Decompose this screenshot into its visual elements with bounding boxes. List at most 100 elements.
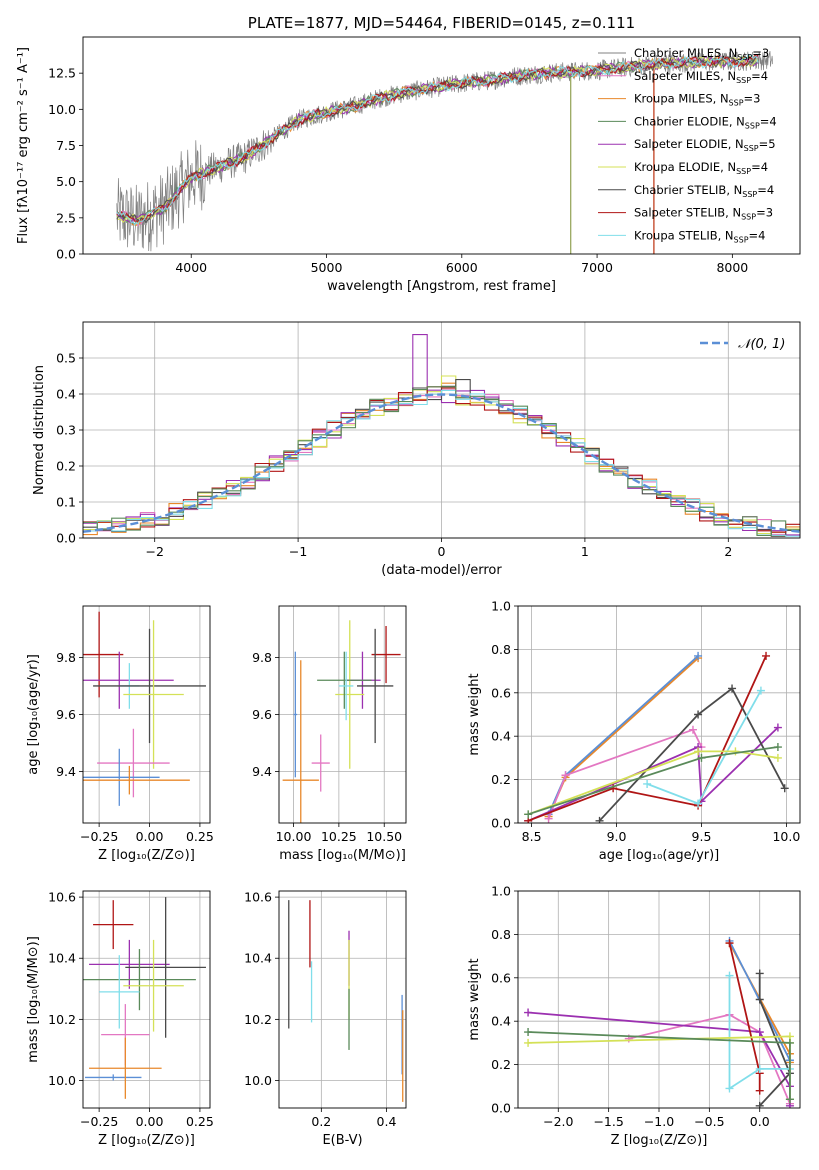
y-tick-label: 9.8 xyxy=(56,650,76,665)
histograms xyxy=(83,334,800,537)
x-tick-label: 0 xyxy=(438,544,446,559)
weight-point xyxy=(524,1008,533,1017)
y-tick-label: 0.8 xyxy=(491,642,511,657)
x-axis-label: Z [log₁₀(Z/Z⊙)] xyxy=(98,1133,195,1148)
x-tick-label: −1.0 xyxy=(644,1114,674,1129)
x-axis-label: age [log₁₀(age/yr)] xyxy=(599,848,720,863)
y-tick-label: 0.2 xyxy=(491,772,511,787)
x-tick-label: −0.5 xyxy=(694,1114,724,1129)
x-tick-label: 9.5 xyxy=(692,829,712,844)
x-tick-label: −2.0 xyxy=(543,1114,573,1129)
y-tick-label: 1.0 xyxy=(491,884,511,899)
mass_vs_ebv-frame xyxy=(278,890,407,1109)
weight-point xyxy=(694,747,703,756)
weight-point xyxy=(773,753,782,762)
y-axis-label: age [log₁₀(age/yr)] xyxy=(26,654,41,775)
y-tick-label: 0.0 xyxy=(491,816,511,831)
model-fit-line xyxy=(116,54,759,226)
y-tick-label: 10.0 xyxy=(48,102,76,117)
legend-label: Salpeter ELODIE, NSSP=5 xyxy=(634,137,776,153)
x-tick-label: 10.00 xyxy=(276,829,312,844)
y-tick-label: 0.6 xyxy=(491,685,511,700)
mass_weight_vs_Z-lines xyxy=(524,936,794,1108)
residuals-legend: 𝒩(0, 1) xyxy=(700,337,785,352)
weight-point xyxy=(524,810,533,819)
weight-point xyxy=(785,1095,794,1104)
gaussian-curve xyxy=(83,393,800,533)
legend-label: 𝒩(0, 1) xyxy=(738,337,785,352)
age_vs_Z-errorbars xyxy=(83,611,206,806)
x-tick-label: 0.25 xyxy=(186,829,214,844)
y-tick-label: 10.2 xyxy=(48,1012,76,1027)
y-tick-label: 10.4 xyxy=(48,951,76,966)
weight-point xyxy=(595,816,604,823)
x-axis-label: (data-model)/error xyxy=(381,563,502,578)
weight-series-line xyxy=(527,655,767,822)
mass_weight_vs_Z-frame xyxy=(517,890,801,1109)
y-tick-label: 9.6 xyxy=(252,707,272,722)
legend-label: Salpeter STELIB, NSSP=3 xyxy=(634,206,773,222)
x-axis-label: Z [log₁₀(Z/Z⊙)] xyxy=(98,848,195,863)
legend-label: Kroupa MILES, NSSP=3 xyxy=(634,92,760,108)
legend-label: Kroupa STELIB, NSSP=4 xyxy=(634,228,765,244)
spectrum-lines xyxy=(116,50,774,254)
y-tick-label: 0.4 xyxy=(491,1014,511,1029)
weight-series-line xyxy=(547,657,699,817)
y-tick-label: 0.1 xyxy=(56,495,76,510)
x-tick-label: −2 xyxy=(145,544,163,559)
y-axis-label: mass weight xyxy=(467,673,482,755)
weight-point xyxy=(762,651,771,660)
weight-series-line xyxy=(527,750,779,816)
y-tick-label: 9.8 xyxy=(252,650,272,665)
x-tick-label: 5000 xyxy=(311,260,343,275)
x-axis-label: wavelength [Angstrom, rest frame] xyxy=(327,279,556,294)
mass_vs_ebv-errorbars xyxy=(288,900,404,1102)
weight-series-line xyxy=(628,1013,791,1105)
y-tick-label: 9.4 xyxy=(56,764,76,779)
weight-point xyxy=(697,753,706,762)
x-tick-label: 0.25 xyxy=(186,1114,214,1129)
x-axis-label: Z [log₁₀(Z/Z⊙)] xyxy=(611,1133,708,1148)
legend-label: Kroupa ELODIE, NSSP=4 xyxy=(634,160,768,176)
y-tick-label: 0.0 xyxy=(56,247,76,262)
x-tick-label: 10.0 xyxy=(772,829,800,844)
histogram-series xyxy=(83,375,800,535)
weight-point xyxy=(694,710,703,719)
y-tick-label: 1.0 xyxy=(491,599,511,614)
x-tick-label: 8000 xyxy=(716,260,748,275)
y-tick-label: 0.6 xyxy=(491,970,511,985)
residuals-axes: −2 −1 0 1 2 0.0 0.1 0.2 0.3 0.4 0.5 (data-model)/er… xyxy=(32,322,800,578)
spectrum-frame xyxy=(82,36,801,255)
y-tick-label: 9.6 xyxy=(56,707,76,722)
y-tick-label: 10.4 xyxy=(244,951,272,966)
weight-point xyxy=(773,743,782,752)
age_vs_Z-axes: −0.25 0.00 0.25 9.4 9.6 9.8 Z [log₁₀(Z/Z⊙)] age… xyxy=(26,606,214,863)
spectrum-axes: 4000 5000 6000 7000 8000 0.0 2.5 5.0 7.5 10.0 12.5… xyxy=(16,14,748,294)
weight-series-line xyxy=(728,975,790,1091)
weight-series-line xyxy=(527,726,779,822)
y-tick-label: 10.6 xyxy=(48,890,76,905)
residuals-frame xyxy=(82,321,801,539)
age_vs_mass-errorbars xyxy=(282,620,401,823)
histogram-series xyxy=(83,389,800,537)
weight-point xyxy=(725,1084,734,1093)
weight-point xyxy=(694,651,703,660)
x-tick-label: 6000 xyxy=(446,260,478,275)
x-tick-label: 9.0 xyxy=(607,829,627,844)
x-tick-label: −0.25 xyxy=(80,829,118,844)
y-tick-label: 0.4 xyxy=(491,729,511,744)
weight-point xyxy=(544,814,553,823)
weight-point xyxy=(755,969,764,978)
x-tick-label: 0.2 xyxy=(311,1114,331,1129)
mass_weight_vs_Z-axes: −2.0 −1.5 −1.0 −0.5 0.0 0.0 0.2 0.4 0.6 0.8 1.0 Z [… xyxy=(467,884,800,1148)
weight-point xyxy=(785,1038,794,1047)
x-tick-label: 1 xyxy=(581,544,589,559)
histogram-series xyxy=(83,386,800,536)
y-tick-label: 9.4 xyxy=(252,764,272,779)
weight-series-line xyxy=(547,728,703,820)
spectrum-legend: Chabrier MILES, NSSP=3 Salpeter MILES, NS… xyxy=(598,46,777,244)
weight-series-line xyxy=(598,687,786,822)
x-tick-label: −1.5 xyxy=(593,1114,623,1129)
chart-title: PLATE=1877, MJD=54464, FIBERID=0145, z=0… xyxy=(248,14,635,32)
